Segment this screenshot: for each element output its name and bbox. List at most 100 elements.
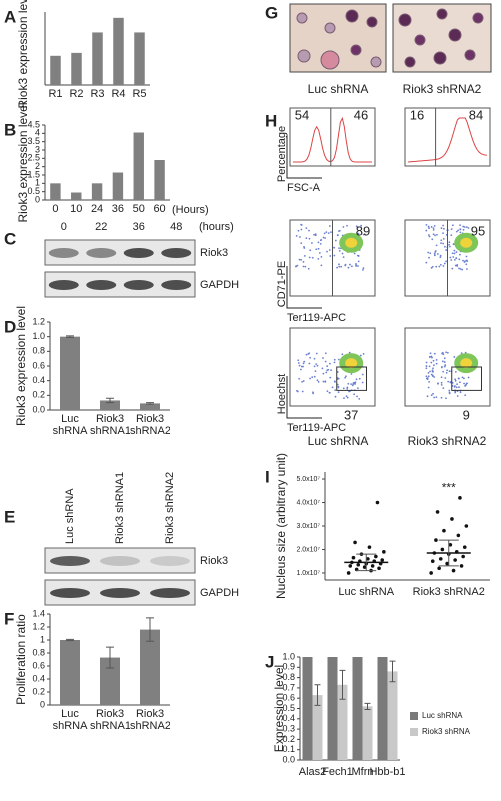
dot bbox=[380, 558, 385, 562]
flow-plot bbox=[289, 327, 376, 407]
event-dot bbox=[439, 263, 442, 266]
event-dot bbox=[350, 373, 353, 375]
x-tick-label: 24 bbox=[90, 203, 104, 215]
event-dot bbox=[444, 364, 447, 366]
bar bbox=[50, 183, 61, 200]
event-dot bbox=[453, 249, 456, 252]
event-dot bbox=[458, 267, 460, 270]
event-dot bbox=[433, 252, 436, 255]
event-dot bbox=[321, 367, 324, 370]
blot-band bbox=[50, 556, 90, 566]
event-dot bbox=[336, 234, 339, 237]
error-bar bbox=[389, 660, 396, 683]
event-dot bbox=[297, 229, 300, 232]
event-dot bbox=[300, 228, 303, 231]
bar bbox=[327, 657, 338, 760]
dot bbox=[459, 564, 464, 568]
bar bbox=[312, 695, 323, 760]
event-dot bbox=[333, 361, 336, 364]
dot bbox=[370, 564, 375, 568]
event-dot bbox=[443, 361, 446, 363]
y-axis-label: Riok3 expression level bbox=[16, 0, 30, 109]
event-dot bbox=[430, 226, 433, 228]
event-dot bbox=[452, 243, 455, 245]
lane-label: 36 bbox=[133, 221, 145, 233]
gate-percent: 46 bbox=[354, 107, 368, 122]
blot-band bbox=[48, 280, 79, 290]
event-dot bbox=[451, 252, 454, 255]
event-dot bbox=[435, 396, 438, 399]
blot-band bbox=[150, 588, 190, 598]
event-dot bbox=[441, 360, 444, 363]
event-dot bbox=[320, 255, 323, 258]
y-tick-label: 0.8 bbox=[282, 672, 295, 682]
bar bbox=[100, 657, 120, 705]
event-dot bbox=[431, 370, 434, 373]
event-dot bbox=[432, 359, 435, 362]
density-core bbox=[460, 358, 473, 369]
event-dot bbox=[442, 370, 445, 373]
flow-y-label: Hoechst bbox=[276, 374, 288, 414]
event-dot bbox=[462, 228, 465, 231]
event-dot bbox=[462, 225, 465, 228]
event-dot bbox=[430, 394, 433, 397]
blot-band bbox=[123, 280, 154, 290]
error-bar bbox=[66, 638, 74, 642]
y-tick-label: 1.4 bbox=[32, 608, 45, 618]
event-dot bbox=[348, 351, 351, 354]
x-tick-label-box: Riok3 shRNA1 bbox=[90, 708, 130, 732]
event-dot bbox=[302, 265, 305, 268]
event-dot bbox=[329, 362, 331, 365]
x-tick-label-box: Riok3 shRNA2 bbox=[130, 708, 170, 732]
event-dot bbox=[456, 395, 459, 397]
event-dot bbox=[302, 380, 305, 382]
event-dot bbox=[301, 380, 304, 383]
y-tick-label: 0.4 bbox=[282, 713, 295, 723]
event-dot bbox=[347, 382, 350, 385]
y-tick-label: 3.5 bbox=[27, 136, 40, 146]
x-tick-label: 0 bbox=[52, 203, 59, 215]
histogram-trace bbox=[292, 116, 372, 163]
event-dot bbox=[317, 257, 320, 260]
y-axis-label: Riok3 expression level bbox=[16, 102, 30, 222]
event-dot bbox=[316, 364, 319, 367]
y-tick-label: 0.4 bbox=[32, 673, 45, 683]
event-dot bbox=[445, 249, 448, 251]
lane-label: 22 bbox=[95, 221, 107, 233]
event-dot bbox=[455, 230, 458, 233]
event-dot bbox=[459, 391, 462, 394]
event-dot bbox=[324, 360, 327, 363]
y-tick-label: 0 bbox=[35, 194, 40, 204]
event-dot bbox=[300, 242, 303, 245]
event-dot bbox=[315, 363, 318, 365]
event-dot bbox=[454, 379, 457, 382]
event-dot bbox=[308, 362, 311, 365]
axis-corner bbox=[286, 266, 322, 309]
event-dot bbox=[326, 390, 329, 393]
event-dot bbox=[307, 267, 310, 270]
flow-plot bbox=[289, 107, 376, 167]
event-dot bbox=[312, 392, 315, 395]
event-dot bbox=[453, 386, 456, 388]
event-dot bbox=[324, 237, 326, 239]
event-dot bbox=[451, 381, 454, 384]
event-dot bbox=[434, 234, 436, 237]
event-dot bbox=[428, 355, 431, 358]
event-dot bbox=[337, 386, 340, 389]
x-tick-label: 36 bbox=[111, 203, 125, 215]
event-dot bbox=[303, 360, 306, 363]
event-dot bbox=[336, 383, 339, 386]
dot bbox=[440, 547, 445, 552]
x-tick-label: Mfrn bbox=[351, 766, 374, 778]
x-tick-label-box: Luc shRNA bbox=[53, 413, 88, 437]
bar bbox=[60, 336, 80, 410]
annotation: *** bbox=[442, 481, 456, 495]
event-dot bbox=[350, 383, 353, 386]
event-dot bbox=[464, 394, 467, 397]
y-tick-label: 0 bbox=[40, 699, 45, 709]
y-tick-label: 4.0x10⁷ bbox=[296, 499, 320, 506]
event-dot bbox=[428, 381, 430, 383]
bar bbox=[71, 192, 82, 200]
event-dot bbox=[307, 353, 310, 355]
